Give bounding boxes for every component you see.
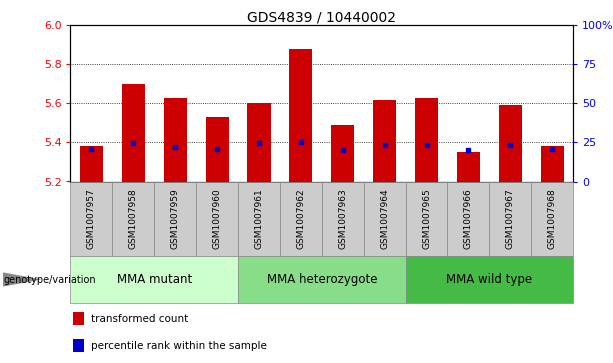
Bar (415, 98, 438, 182)
Bar (406, 182, 447, 256)
Bar (457, 152, 480, 182)
Text: GSM1007958: GSM1007958 (129, 188, 138, 249)
Bar (164, 98, 187, 182)
Text: GSM1007959: GSM1007959 (170, 188, 180, 249)
Bar (80, 146, 103, 182)
Text: GSM1007965: GSM1007965 (422, 188, 431, 249)
Bar (154, 182, 196, 256)
Bar (541, 146, 564, 182)
Text: genotype/variation: genotype/variation (3, 274, 96, 285)
Text: GSM1007962: GSM1007962 (296, 188, 305, 249)
Text: GSM1007960: GSM1007960 (213, 188, 222, 249)
Bar (196, 182, 238, 256)
Bar (205, 117, 229, 182)
Bar (289, 49, 313, 182)
Text: transformed count: transformed count (91, 314, 188, 323)
Bar (70, 182, 112, 256)
Bar (331, 125, 354, 182)
Bar (531, 182, 573, 256)
Bar (280, 182, 322, 256)
Title: GDS4839 / 10440002: GDS4839 / 10440002 (247, 10, 397, 24)
Bar (238, 182, 280, 256)
Bar (406, 256, 573, 303)
Text: GSM1007968: GSM1007968 (547, 188, 557, 249)
Text: GSM1007961: GSM1007961 (254, 188, 264, 249)
Text: GSM1007964: GSM1007964 (380, 188, 389, 249)
Text: MMA wild type: MMA wild type (446, 273, 533, 286)
Bar (373, 99, 396, 182)
Bar (489, 182, 531, 256)
Text: GSM1007957: GSM1007957 (87, 188, 96, 249)
Bar (238, 256, 406, 303)
Polygon shape (3, 272, 42, 287)
Text: MMA heterozygote: MMA heterozygote (267, 273, 377, 286)
Bar (447, 182, 489, 256)
Text: percentile rank within the sample: percentile rank within the sample (91, 340, 267, 351)
Bar (74, 339, 85, 352)
Bar (364, 182, 406, 256)
Bar (248, 103, 270, 182)
Text: GSM1007967: GSM1007967 (506, 188, 515, 249)
Bar (322, 182, 364, 256)
Text: GSM1007966: GSM1007966 (464, 188, 473, 249)
Bar (112, 182, 154, 256)
Text: GSM1007963: GSM1007963 (338, 188, 348, 249)
Bar (74, 312, 85, 325)
Bar (122, 84, 145, 182)
Bar (70, 256, 238, 303)
Text: MMA mutant: MMA mutant (116, 273, 192, 286)
Bar (499, 105, 522, 182)
